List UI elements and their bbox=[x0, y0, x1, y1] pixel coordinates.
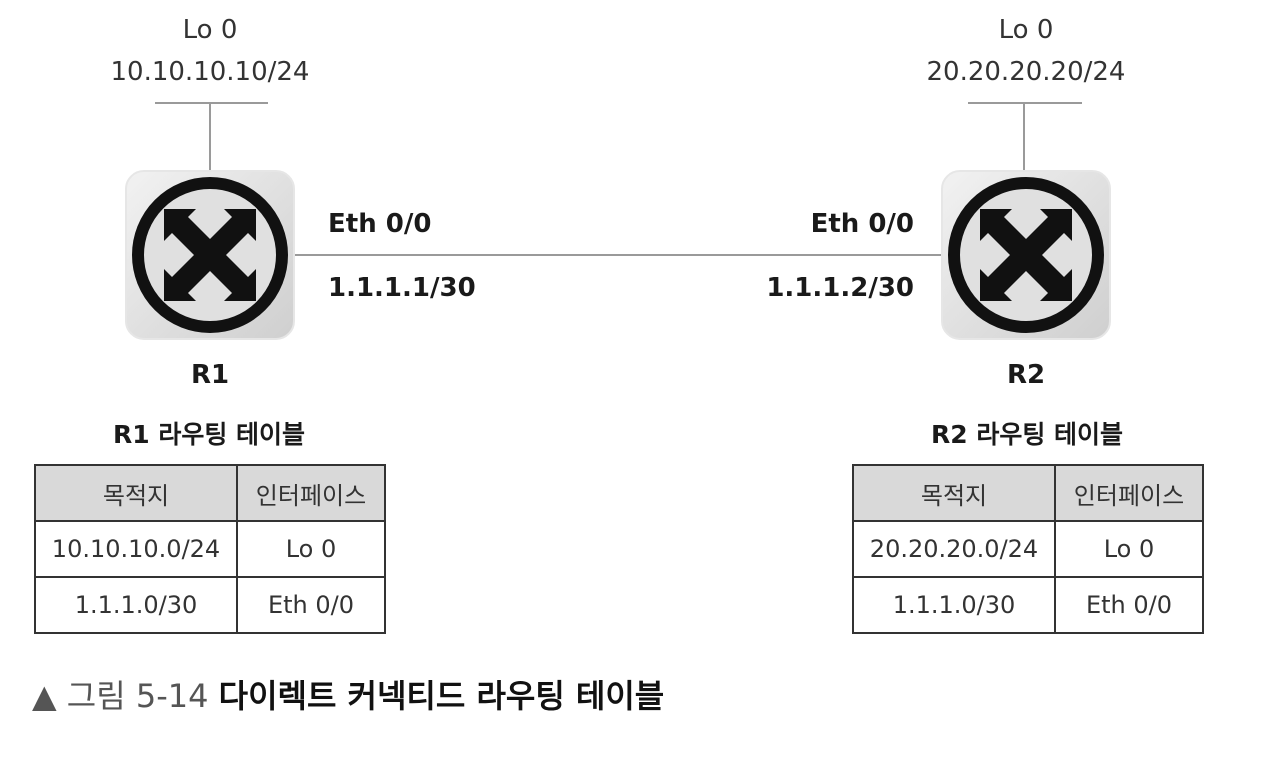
cell-destination: 20.20.20.0/24 bbox=[852, 520, 1056, 578]
r2-loopback-name: Lo 0 bbox=[998, 15, 1054, 45]
r2-loopback-ip: 20.20.20.20/24 bbox=[926, 57, 1126, 87]
cell-destination: 1.1.1.0/30 bbox=[34, 576, 238, 634]
cell-interface: Eth 0/0 bbox=[1054, 576, 1204, 634]
r2-routing-table: 목적지 인터페이스 20.20.20.0/24 Lo 0 1.1.1.0/30 … bbox=[852, 464, 1204, 634]
header-destination: 목적지 bbox=[852, 464, 1056, 522]
cell-destination: 1.1.1.0/30 bbox=[852, 576, 1056, 634]
r1-router-icon bbox=[125, 170, 295, 340]
r1-table-title: R1 라우팅 테이블 bbox=[112, 420, 306, 449]
table-row: 20.20.20.0/24 Lo 0 bbox=[852, 520, 1204, 578]
r1-eth-name: Eth 0/0 bbox=[328, 209, 432, 239]
table-header-row: 목적지 인터페이스 bbox=[34, 464, 386, 522]
cell-interface: Lo 0 bbox=[236, 520, 386, 578]
table-row: 1.1.1.0/30 Eth 0/0 bbox=[34, 576, 386, 634]
figure-caption: ▲ 그림 5-14 다이렉트 커넥티드 라우팅 테이블 bbox=[32, 676, 664, 716]
r2-eth-name: Eth 0/0 bbox=[810, 209, 914, 239]
table-row: 10.10.10.0/24 Lo 0 bbox=[34, 520, 386, 578]
r1-loopback-name: Lo 0 bbox=[182, 15, 238, 45]
header-interface: 인터페이스 bbox=[1054, 464, 1204, 522]
r1-eth-ip: 1.1.1.1/30 bbox=[328, 273, 476, 303]
cell-destination: 10.10.10.0/24 bbox=[34, 520, 238, 578]
header-destination: 목적지 bbox=[34, 464, 238, 522]
r1-loopback-ip: 10.10.10.10/24 bbox=[110, 57, 310, 87]
figure-title: 다이렉트 커넥티드 라우팅 테이블 bbox=[218, 677, 665, 715]
r2-eth-ip: 1.1.1.2/30 bbox=[766, 273, 914, 303]
table-header-row: 목적지 인터페이스 bbox=[852, 464, 1204, 522]
r1-name: R1 bbox=[190, 360, 230, 390]
triangle-up-icon: ▲ bbox=[32, 677, 57, 715]
figure-number: 그림 5-14 bbox=[66, 677, 209, 715]
r1-routing-table: 목적지 인터페이스 10.10.10.0/24 Lo 0 1.1.1.0/30 … bbox=[34, 464, 386, 634]
table-row: 1.1.1.0/30 Eth 0/0 bbox=[852, 576, 1204, 634]
r2-name: R2 bbox=[1006, 360, 1046, 390]
cell-interface: Eth 0/0 bbox=[236, 576, 386, 634]
header-interface: 인터페이스 bbox=[236, 464, 386, 522]
r2-table-title: R2 라우팅 테이블 bbox=[930, 420, 1124, 449]
cell-interface: Lo 0 bbox=[1054, 520, 1204, 578]
r2-router-icon bbox=[941, 170, 1111, 340]
